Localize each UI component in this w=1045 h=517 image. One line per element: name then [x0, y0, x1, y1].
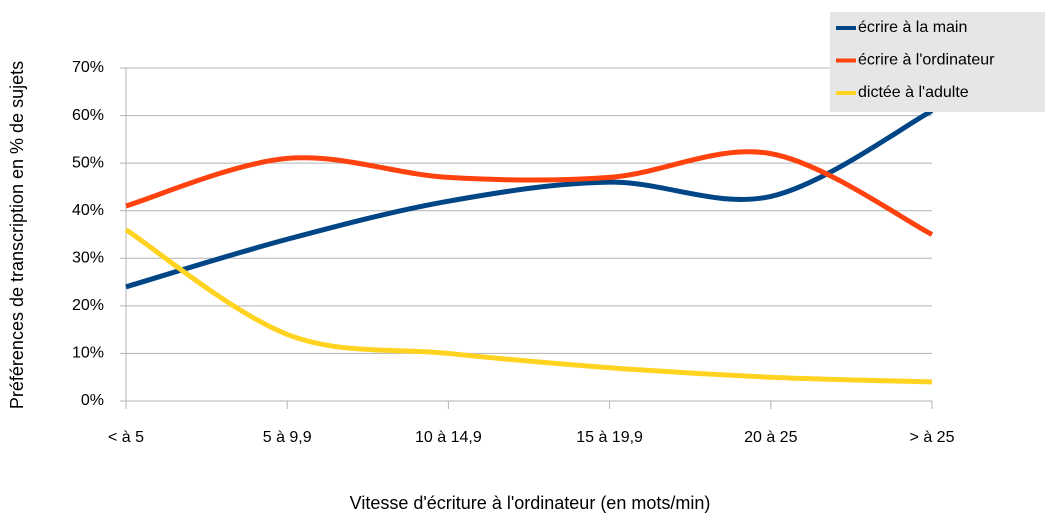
legend-label: écrire à la main [858, 19, 967, 36]
y-tick-label: 30% [72, 250, 104, 267]
legend-label: dictée à l'adulte [858, 84, 969, 101]
y-tick-label: 70% [72, 59, 104, 76]
series-line [125, 149, 934, 237]
x-tick-label: 10 à 14,9 [415, 429, 482, 446]
x-axis-title: Vitesse d'écriture à l'ordinateur (en mo… [350, 493, 711, 513]
y-tick-label: 60% [72, 107, 104, 124]
x-tick-label: 20 à 25 [744, 429, 797, 446]
series-line [125, 108, 934, 290]
y-axis-title: Préférences de transcription en % de suj… [7, 61, 27, 409]
legend-label: écrire à l'ordinateur [858, 52, 995, 69]
y-tick-label: 10% [72, 345, 104, 362]
y-tick-label: 50% [72, 154, 104, 171]
x-tick-label: 5 à 9,9 [263, 429, 312, 446]
y-tick-label: 20% [72, 297, 104, 314]
series-line [124, 227, 933, 385]
legend-box [830, 12, 1045, 112]
y-tick-label: 40% [72, 202, 104, 219]
y-tick-label: 0% [81, 392, 104, 409]
x-tick-label: < à 5 [108, 429, 144, 446]
x-tick-label: 15 à 19,9 [576, 429, 643, 446]
x-tick-label: > à 25 [910, 429, 955, 446]
